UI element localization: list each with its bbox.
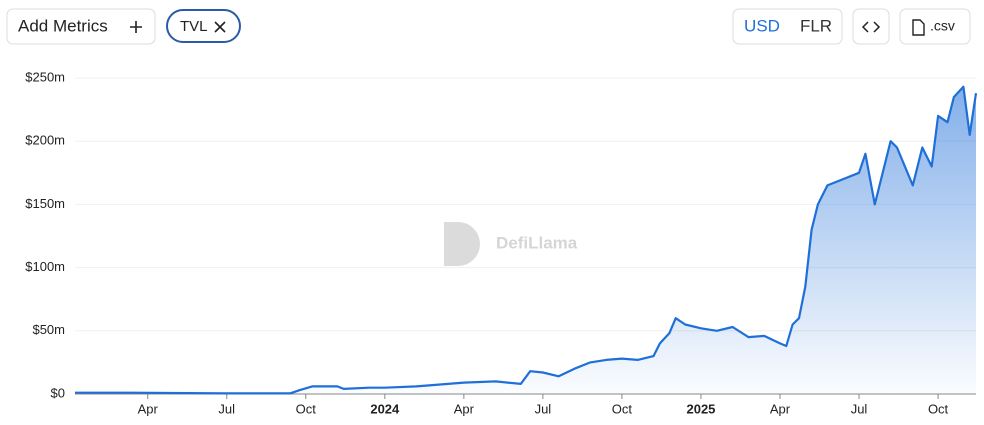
watermark-text: DefiLlama [496,233,578,252]
plus-icon [130,21,142,33]
button-frame [852,8,890,45]
button-frame [6,8,156,45]
add-metrics-button[interactable]: Add Metrics [6,8,156,45]
area-fill [75,86,976,395]
currency-toggle [732,8,843,45]
chip-label: TVL [180,18,208,35]
logo [444,222,480,266]
chip-frame [166,9,241,43]
x-tick-label: Jul [851,401,868,416]
embed-button[interactable] [852,8,890,45]
x-tick-label: Oct [612,401,633,416]
metric-chip[interactable]: TVL [166,9,241,43]
csv-button[interactable]: .csv [899,8,971,45]
currency-option[interactable]: FLR [800,16,832,35]
button-label: Add Metrics [18,16,108,35]
y-tick-label: $200m [25,133,65,148]
plot: $0 $50m $100m $150m $200m $250m Apr Jul Oct 2024 A… [25,69,978,416]
y-tick-label: $150m [25,196,65,211]
button-label: .csv [930,18,955,34]
x-tick-label: Apr [454,401,475,416]
x-tick-label: Apr [770,401,791,416]
x-tick-label: Apr [138,401,159,416]
close-icon [214,21,226,33]
y-tick-label: $50m [32,322,65,337]
x-tick-label: Oct [928,401,949,416]
y-tick-label: $0 [51,385,65,400]
x-tick-label: Jul [535,401,552,416]
toolbar: Add Metrics TVL USD FLR .csv [6,8,971,45]
line [75,85,978,395]
y-tick-label: $250m [25,69,65,84]
x-tick-label: Jul [218,401,235,416]
x-tick-label: Oct [296,401,317,416]
x-tick-label: 2025 [686,401,715,416]
y-tick-label: $100m [25,259,65,274]
x-tick-label: 2024 [370,401,400,416]
watermark: DefiLlama [444,222,578,266]
file-icon [912,19,925,36]
code-icon [861,21,881,33]
currency-option[interactable]: USD [744,16,780,35]
